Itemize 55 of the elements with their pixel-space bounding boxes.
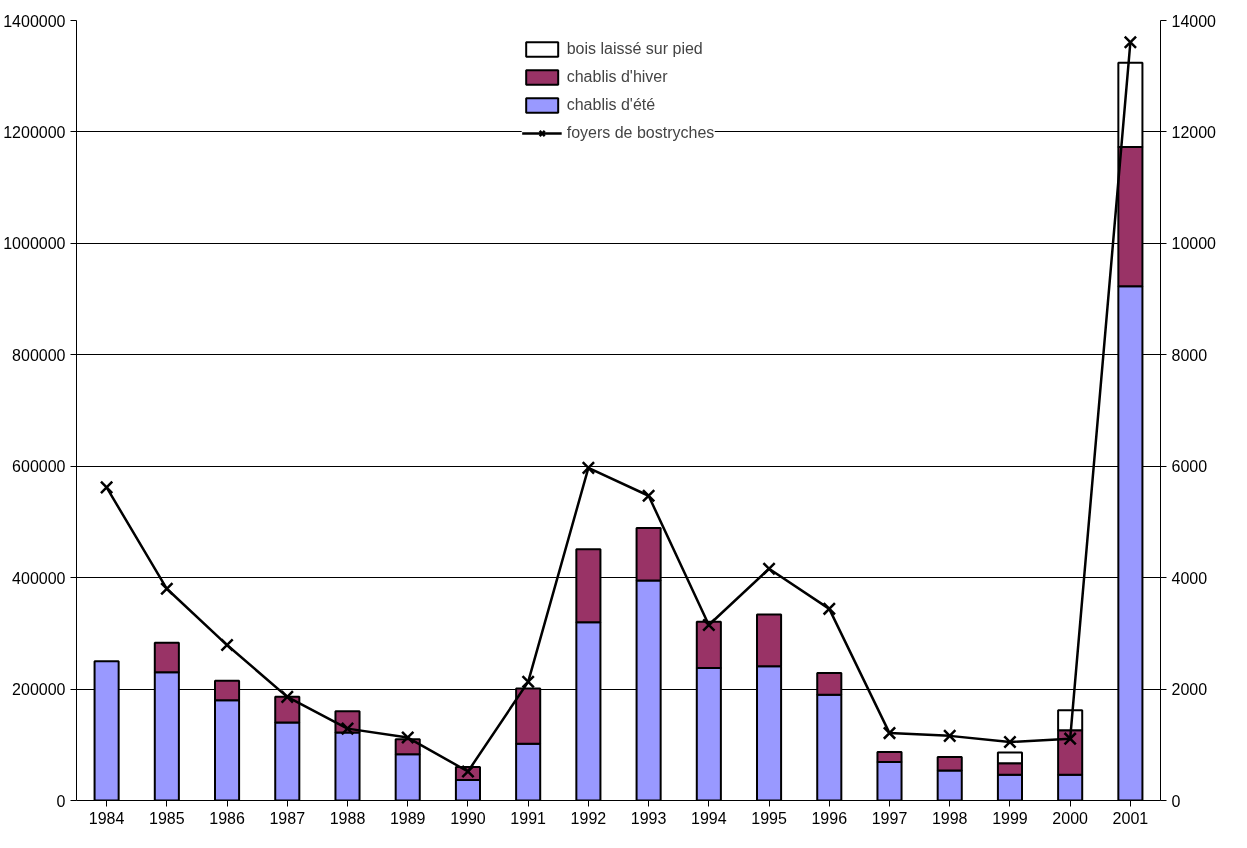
x-tick-label: 2000 xyxy=(1052,809,1089,827)
point xyxy=(461,764,475,779)
y-tick-label: 1400000 xyxy=(3,12,66,30)
point xyxy=(581,460,596,475)
point xyxy=(1003,735,1017,749)
x-tick-label: 1987 xyxy=(269,809,306,827)
point xyxy=(280,689,295,704)
point xyxy=(99,480,114,495)
y2-tick-label: 14000 xyxy=(1171,12,1217,30)
y2-tick-label: 6000 xyxy=(1171,458,1208,476)
y-tick-label: 1000000 xyxy=(3,235,66,253)
point xyxy=(762,561,776,576)
x-tick-label: 1990 xyxy=(450,809,486,827)
x-tick-label: 1999 xyxy=(992,809,1028,827)
y2-tick-label: 0 xyxy=(1171,792,1181,810)
x-tick-label: 1986 xyxy=(209,809,245,827)
point xyxy=(882,726,897,740)
y-tick-label: 600000 xyxy=(12,458,66,476)
y2-tick-label: 10000 xyxy=(1171,235,1217,253)
point xyxy=(822,601,837,616)
point xyxy=(159,581,174,596)
x-tick-label: 1995 xyxy=(751,809,787,827)
y-tick-label: 400000 xyxy=(12,569,66,587)
point xyxy=(400,730,415,745)
x-tick-label: 1994 xyxy=(691,809,727,827)
point xyxy=(1063,731,1078,746)
legend-label: chablis d'hiver xyxy=(566,68,668,86)
point xyxy=(701,618,716,632)
y-tick-label: 0 xyxy=(56,792,66,810)
y-tick-label: 800000 xyxy=(12,346,66,364)
point xyxy=(521,674,536,689)
y2-tick-label: 12000 xyxy=(1171,123,1217,141)
x-tick-label: 2001 xyxy=(1112,809,1149,827)
point xyxy=(641,488,656,503)
y2-tick-label: 4000 xyxy=(1171,569,1208,587)
x-tick-label: 1996 xyxy=(811,809,848,827)
point xyxy=(220,638,234,652)
point xyxy=(1123,35,1138,50)
y2-tick-label: 8000 xyxy=(1171,346,1208,364)
x-tick-label: 1993 xyxy=(630,809,667,827)
y-tick-label: 200000 xyxy=(12,681,66,699)
point xyxy=(942,728,957,743)
x-tick-label: 1997 xyxy=(871,809,908,827)
x-tick-label: 1998 xyxy=(931,809,968,827)
x-tick-label: 1991 xyxy=(510,809,547,827)
legend-label: chablis d'été xyxy=(566,96,656,114)
x-tick-label: 1988 xyxy=(329,809,366,827)
x-tick-label: 1984 xyxy=(88,809,125,827)
y2-tick-label: 2000 xyxy=(1171,681,1208,699)
legend-label: bois laissé sur pied xyxy=(566,40,703,58)
x-tick-label: 1992 xyxy=(570,809,607,827)
x-tick-label: 1985 xyxy=(149,809,185,827)
legend-label: foyers de bostryches xyxy=(566,124,715,142)
x-tick-label: 1989 xyxy=(389,809,426,827)
y-tick-label: 1200000 xyxy=(3,123,66,141)
